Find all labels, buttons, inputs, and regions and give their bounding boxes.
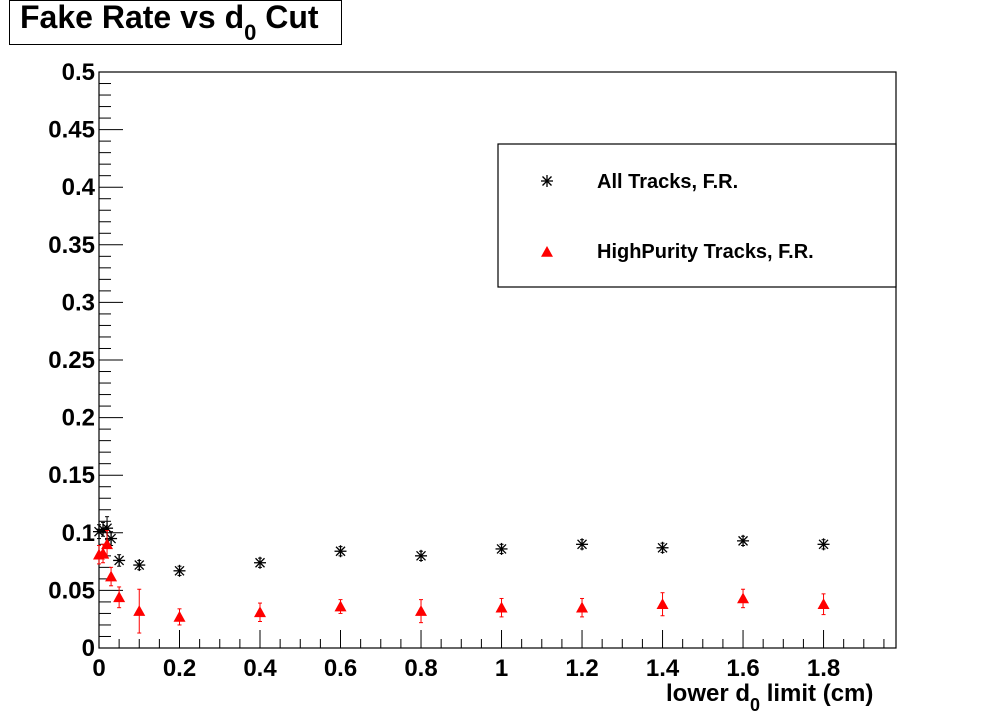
y-tick-label: 0.05 [48, 577, 95, 604]
point-all-tracks [254, 556, 267, 569]
point-highpurity-tracks [737, 592, 750, 604]
chart-title-main: Fake Rate vs d [20, 0, 245, 35]
y-tick-label: 0.3 [62, 289, 95, 316]
x-axis-label-post: limit (cm) [760, 680, 874, 707]
legend-label-highpurity-tracks: HighPurity Tracks, F.R. [597, 241, 814, 263]
point-highpurity-tracks [576, 601, 589, 613]
x-tick-label: 1.8 [807, 655, 840, 682]
x-tick-label: 0.2 [163, 655, 196, 682]
point-all-tracks [113, 554, 126, 567]
point-all-tracks [576, 538, 589, 551]
y-tick-label: 0.25 [48, 347, 95, 374]
y-tick-label: 0.4 [62, 174, 96, 201]
point-highpurity-tracks [113, 591, 126, 603]
point-highpurity-tracks [334, 600, 347, 612]
point-all-tracks [656, 541, 669, 554]
y-tick-label: 0.1 [62, 520, 95, 547]
point-highpurity-tracks [817, 598, 830, 610]
y-tick-label: 0.45 [48, 117, 95, 144]
point-highpurity-tracks [173, 610, 186, 622]
point-all-tracks [415, 549, 428, 562]
point-highpurity-tracks [254, 606, 267, 618]
x-axis-label-subscript: 0 [750, 695, 761, 715]
title-box: Fake Rate vs d0 Cut [9, 0, 342, 45]
point-highpurity-tracks [133, 605, 146, 616]
point-highpurity-tracks [105, 570, 118, 582]
point-highpurity-tracks [495, 601, 508, 613]
x-tick-label: 1 [495, 655, 508, 682]
chart-title: Fake Rate vs d0 Cut [20, 0, 319, 45]
point-all-tracks [173, 564, 186, 577]
point-highpurity-tracks [101, 538, 114, 550]
y-tick-label: 0 [82, 635, 95, 662]
y-tick-label: 0.35 [48, 232, 95, 259]
x-axis-label: lower d0 limit (cm) [666, 680, 874, 715]
legend: All Tracks, F.R. HighPurity Tracks, F.R. [497, 143, 897, 288]
legend-label-all-tracks: All Tracks, F.R. [597, 171, 738, 193]
legend-triangle [541, 246, 553, 257]
legend-marker-all-tracks [541, 175, 553, 187]
point-highpurity-tracks [656, 598, 669, 610]
point-all-tracks [737, 534, 750, 547]
y-tick-label: 0.15 [48, 462, 95, 489]
legend-asterisk [541, 175, 553, 187]
x-tick-label: 1.2 [565, 655, 598, 682]
y-tick-label: 0.2 [62, 405, 95, 432]
y-tick-label: 0.5 [62, 59, 95, 86]
x-tick-label: 1.4 [646, 655, 680, 682]
x-tick-label: 0.4 [243, 655, 277, 682]
x-tick-label: 0 [92, 655, 105, 682]
chart-title-suffix: Cut [256, 0, 319, 35]
x-tick-label: 0.6 [324, 655, 357, 682]
point-all-tracks [334, 545, 347, 558]
x-axis: 0 0.2 0.4 0.6 0.8 1 1.2 1.4 1.6 1.8 [92, 630, 885, 682]
x-axis-label-pre: lower d [666, 680, 751, 707]
data-markers [93, 516, 830, 634]
point-highpurity-tracks [97, 547, 110, 559]
legend-marker-highpurity-tracks [541, 246, 553, 257]
point-all-tracks [495, 542, 508, 555]
y-axis: 0 0.05 0.1 0.15 0.2 0.25 0.3 0.35 0.4 0.45 0.5 [48, 59, 123, 662]
point-all-tracks [133, 559, 146, 572]
x-tick-label: 0.8 [404, 655, 437, 682]
x-tick-label: 1.6 [726, 655, 759, 682]
chart-title-subscript: 0 [244, 20, 257, 45]
point-all-tracks [817, 538, 830, 551]
legend-box [497, 143, 897, 288]
point-highpurity-tracks [415, 605, 428, 616]
